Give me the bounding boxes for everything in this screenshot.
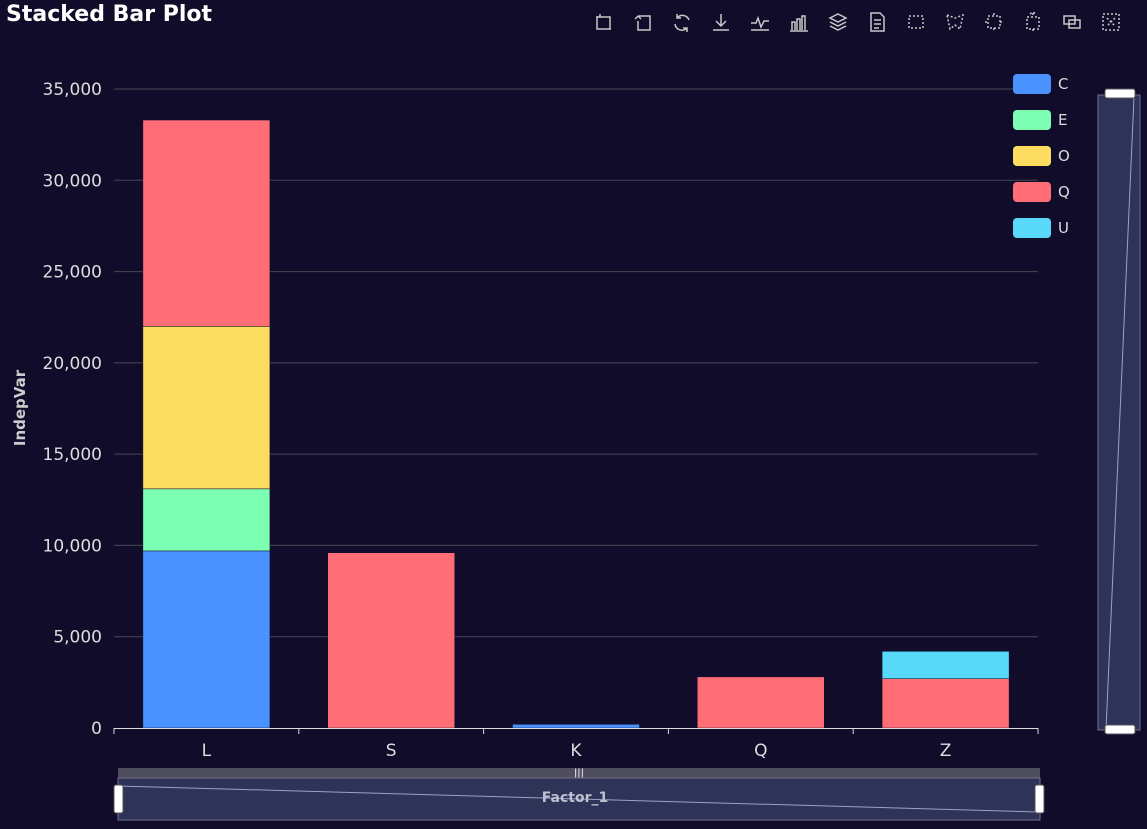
y-tick-label: 20,000 xyxy=(43,354,102,374)
y-zoom-window[interactable] xyxy=(1097,94,1141,731)
x-tick-label: L xyxy=(202,741,212,761)
legend-swatch xyxy=(1013,218,1051,238)
chart-title: Stacked Bar Plot xyxy=(6,2,213,27)
y-tick-label: 5,000 xyxy=(53,628,102,648)
bar-L-Q[interactable] xyxy=(142,119,271,327)
bar-L-O[interactable] xyxy=(142,326,271,490)
y-tick-label: 15,000 xyxy=(43,445,102,465)
data-zoom-icon[interactable] xyxy=(590,8,618,36)
legend-swatch xyxy=(1013,74,1051,94)
x-zoom-drag-handle[interactable]: ||| xyxy=(574,768,584,779)
x-zoom-bar[interactable] xyxy=(118,768,1040,778)
x-datazoom-slider[interactable]: ||| Factor_1 xyxy=(113,768,1045,821)
x-zoom-right-handle[interactable] xyxy=(1034,784,1045,814)
bars xyxy=(142,119,1010,729)
bar-K-C[interactable] xyxy=(512,724,640,729)
zoom-reset-icon[interactable] xyxy=(629,8,657,36)
legend-label: O xyxy=(1058,147,1070,165)
legend-label: U xyxy=(1058,219,1069,237)
legend-label: E xyxy=(1058,111,1067,129)
bar-Z-U[interactable] xyxy=(881,651,1010,679)
legend-label: C xyxy=(1058,75,1068,93)
x-zoom-left-handle[interactable] xyxy=(113,784,124,814)
polygon-select-icon[interactable] xyxy=(941,8,969,36)
tiled-icon[interactable] xyxy=(1058,8,1086,36)
restore-icon[interactable] xyxy=(668,8,696,36)
bar-chart-icon[interactable] xyxy=(785,8,813,36)
legend-item-C[interactable]: C xyxy=(1013,74,1068,94)
download-icon[interactable] xyxy=(707,8,735,36)
bar-S-Q[interactable] xyxy=(327,552,455,729)
x-tick-label: K xyxy=(570,741,582,761)
y-tick-label: 0 xyxy=(91,719,102,739)
brush-clear-icon[interactable] xyxy=(1097,8,1125,36)
bar-L-E[interactable] xyxy=(142,488,271,552)
data-view-icon[interactable] xyxy=(863,8,891,36)
legend-swatch xyxy=(1013,110,1051,130)
legend-item-E[interactable]: E xyxy=(1013,110,1067,130)
legend-item-O[interactable]: O xyxy=(1013,146,1070,166)
y-tick-label: 25,000 xyxy=(43,263,102,283)
legend-label: Q xyxy=(1058,183,1070,201)
y-zoom-bottom-handle[interactable] xyxy=(1104,724,1136,735)
y-tick-label: 10,000 xyxy=(43,536,102,556)
y-tick-label: 35,000 xyxy=(43,80,102,100)
bar-Z-Q[interactable] xyxy=(881,678,1010,729)
legend-swatch xyxy=(1013,182,1051,202)
y-zoom-top-handle[interactable] xyxy=(1104,88,1136,99)
x-tick-label: Q xyxy=(754,741,767,761)
x-axis-label: Factor_1 xyxy=(542,790,608,806)
y-axis-ticks: 0 5,000 10,000 15,000 20,000 25,000 30,000 35,0… xyxy=(43,80,102,739)
line-chart-icon[interactable] xyxy=(746,8,774,36)
toolbox xyxy=(590,8,1125,36)
legend-item-U[interactable]: U xyxy=(1013,218,1069,238)
y-zoom-preview-line xyxy=(1105,96,1135,731)
bar-Q-Q[interactable] xyxy=(697,676,825,729)
bar-L-C[interactable] xyxy=(142,550,271,729)
stack-icon[interactable] xyxy=(824,8,852,36)
y-datazoom-slider[interactable] xyxy=(1097,88,1141,735)
clear-selection-icon[interactable] xyxy=(1019,8,1047,36)
rect-select-icon[interactable] xyxy=(902,8,930,36)
y-axis-label: IndepVar xyxy=(11,369,29,446)
legend-item-Q[interactable]: Q xyxy=(1013,182,1070,202)
legend-swatch xyxy=(1013,146,1051,166)
x-zoom-preview-line xyxy=(119,785,1039,813)
x-tick-label: Z xyxy=(940,741,952,761)
x-tick-label: S xyxy=(386,741,397,761)
keep-selection-icon[interactable] xyxy=(980,8,1008,36)
y-tick-label: 30,000 xyxy=(43,171,102,191)
